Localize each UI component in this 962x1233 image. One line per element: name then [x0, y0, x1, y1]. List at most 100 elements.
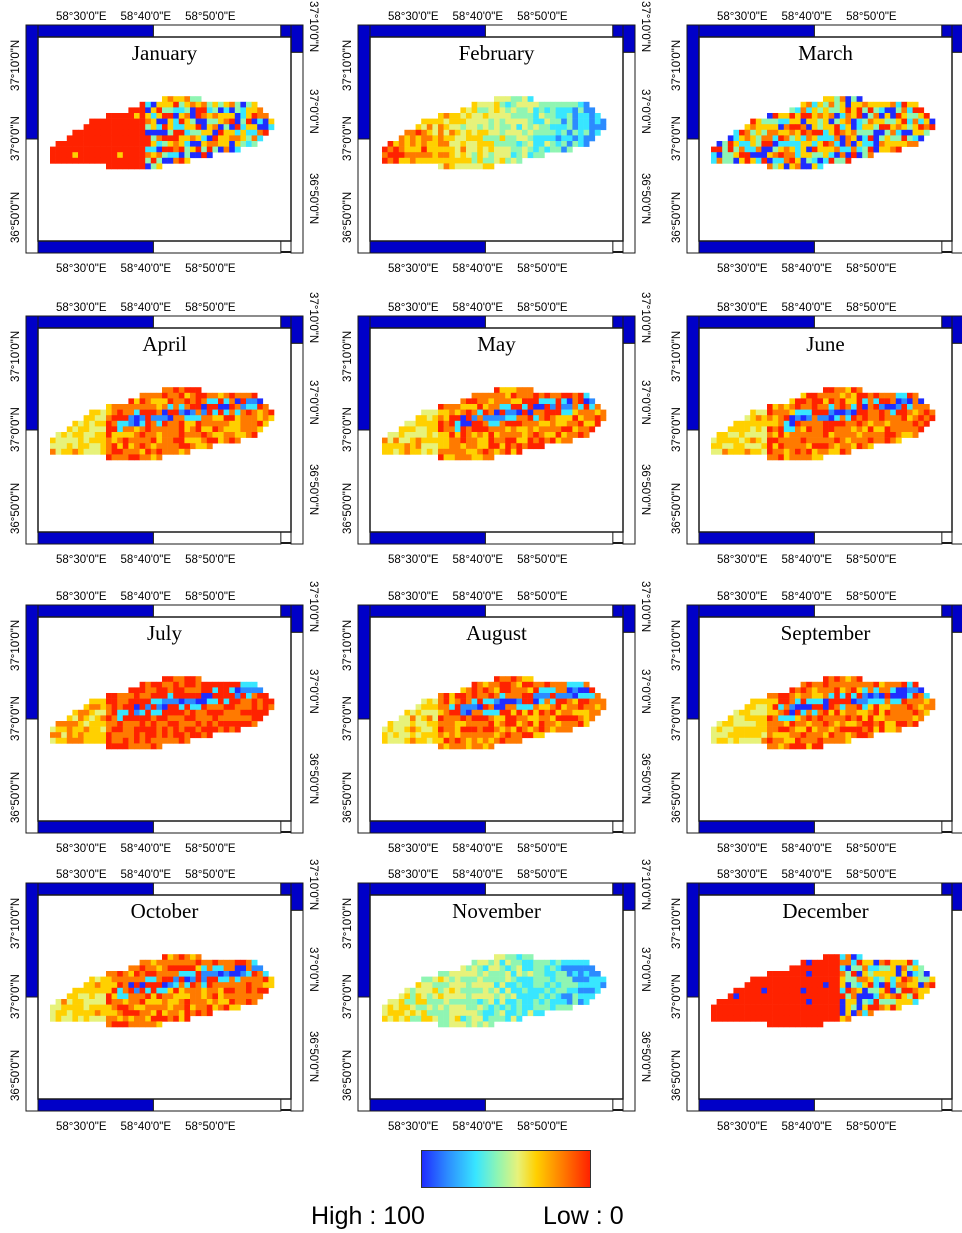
- raster-cell: [561, 124, 568, 131]
- raster-cell: [755, 448, 762, 455]
- raster-cell: [845, 954, 852, 961]
- raster-cell: [594, 976, 601, 983]
- raster-cell: [134, 987, 140, 994]
- raster-cell: [767, 698, 773, 705]
- raster-cell: [150, 737, 157, 744]
- raster-cell: [873, 704, 880, 711]
- raster-cell: [845, 387, 852, 394]
- raster-cell: [806, 1004, 813, 1011]
- raster-cell: [61, 999, 68, 1005]
- raster-cell: [494, 118, 500, 125]
- raster-cell: [454, 976, 461, 983]
- raster-cell: [190, 141, 196, 147]
- raster-cell: [895, 135, 902, 142]
- raster-cell: [851, 1010, 857, 1017]
- raster-cell: [494, 107, 500, 114]
- raster-cell: [251, 987, 258, 994]
- raster-cell: [410, 1004, 416, 1011]
- raster-cell: [538, 1010, 545, 1017]
- raster-cell: [195, 1010, 202, 1017]
- raster-cell: [167, 982, 174, 989]
- raster-cell: [533, 732, 540, 739]
- raster-cell: [145, 737, 152, 744]
- raster-cell: [246, 965, 252, 972]
- raster-cell: [167, 437, 174, 444]
- raster-cell: [223, 987, 230, 994]
- raster-cell: [845, 959, 852, 966]
- raster-cell: [578, 993, 584, 1000]
- raster-cell: [421, 976, 428, 983]
- neatline-segment: [686, 429, 700, 545]
- raster-cell: [111, 737, 118, 744]
- raster-cell: [387, 1015, 394, 1022]
- raster-cell: [223, 146, 230, 153]
- neatline-segment: [686, 604, 815, 618]
- raster-cell: [100, 118, 107, 125]
- raster-cell: [218, 404, 224, 410]
- raster-cell: [828, 1015, 835, 1022]
- raster-cell: [795, 732, 801, 739]
- lat-tick-label-left: 36°50'0"N: [10, 191, 22, 243]
- raster-cell: [195, 1004, 202, 1011]
- raster-cell: [561, 113, 568, 119]
- raster-cell: [488, 1004, 495, 1011]
- raster-cell: [873, 976, 880, 983]
- raster-cell: [884, 1004, 891, 1011]
- raster-cell: [201, 715, 208, 722]
- raster-cell: [789, 152, 796, 159]
- raster-cell: [218, 693, 224, 699]
- raster-cell: [527, 971, 534, 977]
- raster-cell: [66, 737, 73, 744]
- raster-cell: [145, 687, 152, 694]
- neatline-segment: [152, 531, 282, 545]
- raster-cell: [201, 404, 208, 410]
- raster-cell: [845, 693, 852, 699]
- raster-cell: [851, 392, 857, 399]
- raster-cell: [499, 409, 506, 416]
- raster-cell: [516, 152, 523, 159]
- raster-cell: [398, 448, 405, 455]
- raster-cell: [223, 971, 230, 977]
- raster-cell: [432, 420, 439, 427]
- raster-cell: [195, 709, 202, 716]
- raster-cell: [767, 971, 773, 977]
- raster-cell: [466, 976, 472, 983]
- raster-cell: [438, 141, 444, 147]
- raster-cell: [755, 152, 762, 159]
- raster-cell: [262, 118, 269, 125]
- raster-cell: [398, 737, 405, 744]
- raster-cell: [851, 135, 857, 142]
- raster-cell: [778, 732, 785, 739]
- raster-cell: [817, 737, 824, 744]
- raster-cell: [106, 437, 112, 444]
- raster-cell: [66, 1004, 73, 1011]
- raster-cell: [578, 124, 584, 131]
- neatline-segment: [290, 51, 304, 254]
- raster-cell: [823, 141, 829, 147]
- raster-cell: [206, 693, 213, 699]
- raster-cell: [246, 392, 252, 399]
- raster-cell: [66, 732, 73, 739]
- raster-cell: [510, 698, 517, 705]
- lat-tick-label-right: 36°50'0"N: [307, 1031, 319, 1083]
- raster-cell: [212, 709, 219, 716]
- neatline-segment: [25, 138, 39, 254]
- raster-cell: [494, 999, 500, 1005]
- raster-cell: [482, 959, 489, 966]
- raster-cell: [533, 443, 540, 450]
- raster-cell: [72, 152, 79, 159]
- raster-cell: [150, 698, 157, 705]
- raster-cell: [527, 101, 534, 108]
- raster-cell: [499, 398, 506, 405]
- raster-cell: [257, 971, 264, 977]
- raster-cell: [510, 448, 517, 455]
- raster-cell: [178, 715, 185, 722]
- raster-cell: [817, 693, 824, 699]
- raster-cell: [78, 141, 84, 147]
- raster-cell: [438, 129, 444, 136]
- raster-cell: [755, 129, 762, 136]
- raster-cell: [477, 999, 484, 1005]
- raster-cell: [750, 141, 757, 147]
- raster-cell: [218, 999, 224, 1005]
- raster-cell: [94, 129, 101, 136]
